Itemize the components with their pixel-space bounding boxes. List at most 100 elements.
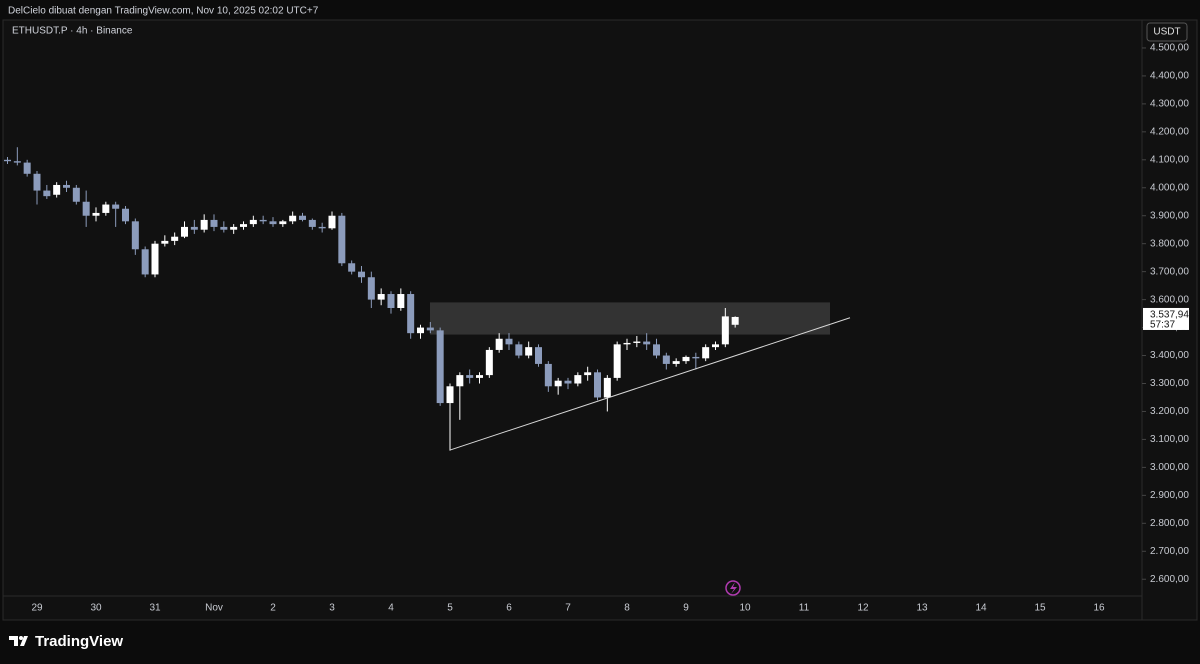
- candle-body: [181, 226, 188, 237]
- brand: TradingView: [35, 633, 123, 650]
- x-tick-label: Nov: [205, 603, 223, 614]
- y-tick-label: 4.200,00: [1150, 126, 1189, 137]
- candle-body: [603, 377, 611, 398]
- candle-body: [318, 226, 326, 229]
- event-icon[interactable]: [725, 580, 741, 596]
- y-tick-label: 4.000,00: [1150, 182, 1189, 193]
- candle-body: [328, 215, 336, 229]
- x-tick-label: 14: [975, 603, 987, 614]
- candle-body: [387, 294, 395, 308]
- candle-body: [692, 356, 700, 359]
- candle-body: [82, 201, 90, 216]
- candle-body: [662, 355, 670, 364]
- candle-body: [377, 294, 385, 300]
- candle-body: [712, 344, 719, 348]
- candle-body: [43, 190, 51, 197]
- x-tick-label: 16: [1093, 603, 1105, 614]
- candle-body: [171, 236, 179, 241]
- candle-body: [122, 208, 129, 222]
- candle-body: [643, 341, 651, 345]
- candle-body: [417, 327, 424, 334]
- candle-body: [476, 375, 483, 378]
- x-tick-label: 3: [329, 603, 335, 614]
- y-tick-label: 4.400,00: [1150, 71, 1189, 82]
- candle-body: [259, 219, 267, 222]
- x-tick-label: 12: [857, 603, 869, 614]
- candle-body: [594, 372, 601, 398]
- candle-body: [112, 204, 120, 209]
- footer-logo: TradingView: [9, 633, 123, 650]
- candle-body: [210, 219, 218, 227]
- candle-body: [515, 344, 523, 356]
- y-tick-label: 3.800,00: [1150, 238, 1189, 249]
- candle-body: [731, 316, 739, 325]
- logo-dot: [19, 636, 23, 640]
- candle-body: [485, 349, 493, 376]
- y-tick-label: 3.300,00: [1150, 378, 1189, 389]
- y-tick-label: 3.100,00: [1150, 434, 1189, 445]
- currency-label[interactable]: USDT: [1153, 27, 1180, 38]
- currency-badge[interactable]: [1146, 22, 1188, 42]
- candle-body: [564, 380, 572, 384]
- attribution: DelCielo dibuat dengan TradingView.com, …: [8, 6, 319, 17]
- candle-body: [240, 224, 247, 227]
- candle-body: [308, 219, 316, 227]
- y-tick-label: 3.600,00: [1150, 294, 1189, 305]
- candle-body: [269, 221, 277, 225]
- y-tick-label: 3.700,00: [1150, 266, 1189, 277]
- candle-body: [544, 363, 552, 387]
- candle-body: [702, 347, 710, 359]
- y-tick-label: 4.100,00: [1150, 154, 1189, 165]
- y-tick-label: 4.500,00: [1150, 43, 1189, 54]
- event-bolt: [730, 582, 737, 594]
- candle-body: [131, 221, 139, 250]
- trendline: [449, 317, 851, 451]
- candle-body: [505, 338, 513, 345]
- candle-body: [348, 263, 356, 272]
- x-tick-label: 29: [31, 603, 43, 614]
- candle-body: [190, 226, 198, 230]
- y-tick-label: 3.400,00: [1150, 350, 1189, 361]
- supply-zone: [430, 302, 830, 335]
- candle-body: [289, 215, 297, 222]
- y-tick-label: 4.300,00: [1150, 99, 1189, 110]
- x-tick-label: 31: [149, 603, 161, 614]
- candle-body: [200, 219, 208, 230]
- candle-body: [230, 226, 238, 230]
- candle-body: [53, 184, 61, 195]
- candle-body: [151, 243, 159, 275]
- candle-body: [63, 184, 70, 188]
- candle-body: [653, 344, 660, 356]
- logo-mark: [9, 636, 28, 646]
- candle-body: [721, 316, 729, 345]
- candle-body: [554, 380, 562, 387]
- candle-body: [141, 249, 149, 275]
- x-tick-label: 4: [388, 603, 394, 614]
- y-tick-label: 3.200,00: [1150, 406, 1189, 417]
- candle-body: [633, 341, 641, 343]
- x-tick-label: 2: [270, 603, 276, 614]
- x-tick-label: 5: [447, 603, 453, 614]
- y-tick-label: 2.700,00: [1150, 546, 1189, 557]
- candle-body: [574, 375, 582, 384]
- candle-body: [535, 347, 542, 364]
- x-tick-label: 15: [1034, 603, 1046, 614]
- candle-body: [102, 204, 110, 213]
- candle-body: [33, 173, 41, 191]
- candle-body: [623, 342, 631, 345]
- y-tick-label: 2.800,00: [1150, 518, 1189, 529]
- symbol-title: ETHUSDT.P · 4h · Binance: [12, 26, 133, 37]
- candle-body: [495, 338, 503, 350]
- x-tick-label: 30: [90, 603, 102, 614]
- y-tick-label: 2.900,00: [1150, 490, 1189, 501]
- candle-body: [279, 221, 287, 225]
- candle-body: [23, 162, 31, 174]
- x-tick-label: 10: [739, 603, 751, 614]
- countdown-label: 57:37: [1150, 320, 1175, 331]
- candle-body: [358, 271, 365, 278]
- candle-body: [299, 215, 306, 220]
- candle-body: [584, 372, 592, 376]
- candle-body: [161, 240, 169, 244]
- candle-body: [13, 161, 21, 163]
